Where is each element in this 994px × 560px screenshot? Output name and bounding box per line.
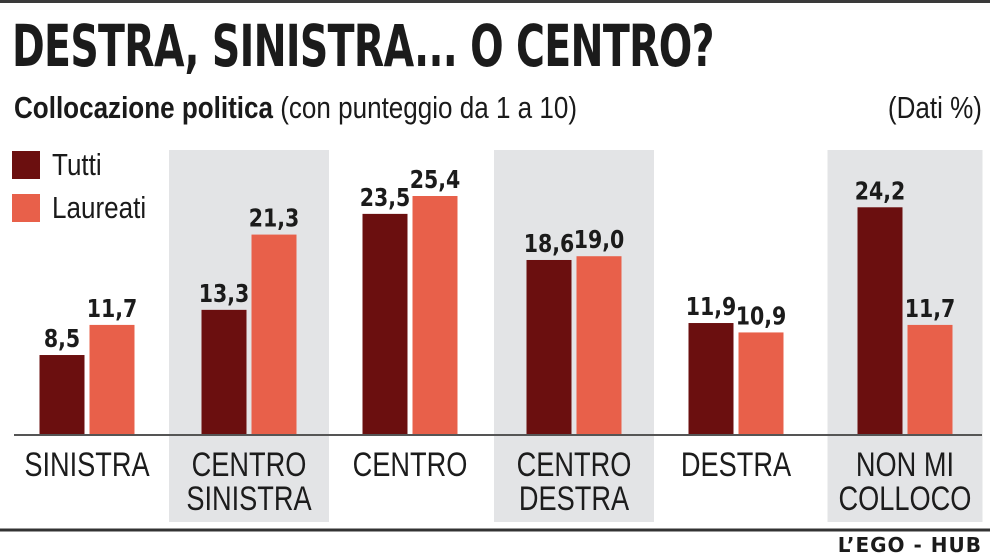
value-label: 13,3 [199, 280, 250, 308]
bar-laureati [89, 324, 135, 435]
value-label: 18,6 [524, 230, 575, 258]
top-rule [0, 0, 990, 3]
value-label: 21,3 [249, 205, 300, 233]
legend-label-laureati: Laureati [52, 190, 147, 225]
category-label: DESTRA [519, 479, 630, 518]
legend-swatch-tutti [12, 151, 40, 179]
bar-laureati [251, 234, 297, 435]
category-label: SINISTRA [24, 445, 150, 484]
category-label: SINISTRA [186, 479, 312, 518]
legend-label-tutti: Tutti [52, 147, 102, 182]
value-label: 24,2 [855, 177, 906, 205]
value-label: 8,5 [44, 325, 80, 353]
legend-item-tutti: Tutti [12, 147, 111, 183]
chart-subtitle: Collocazione politica (con punteggio da … [14, 88, 577, 128]
bar-tutti [688, 323, 734, 435]
category-label: CENTRO [192, 445, 307, 484]
subtitle-rest: (con punteggio da 1 a 10) [272, 90, 578, 125]
value-label: 11,7 [905, 295, 956, 323]
category-label: DESTRA [681, 445, 792, 484]
bar-laureati [738, 332, 784, 435]
bar-laureati [907, 324, 953, 435]
bar-tutti [39, 355, 85, 435]
value-label: 11,7 [87, 295, 138, 323]
bar-tutti [526, 259, 572, 435]
value-label: 19,0 [574, 226, 625, 254]
category-band [827, 150, 983, 522]
source-credit: L’EGO - HUB [837, 533, 982, 557]
category-band [169, 150, 329, 522]
bar-tutti [857, 207, 903, 435]
category-label: NON MI [856, 445, 954, 484]
subtitle-bold: Collocazione politica [14, 90, 273, 125]
bar-tutti [201, 309, 247, 435]
legend-swatch-laureati [12, 194, 40, 222]
bar-tutti [362, 213, 408, 435]
bar-laureati [576, 256, 622, 435]
category-band [494, 150, 654, 522]
units-note: (Dati %) [887, 90, 982, 125]
value-label: 11,9 [686, 293, 737, 321]
legend-item-laureati: Laureati [12, 190, 164, 226]
category-label: CENTRO [517, 445, 632, 484]
value-label: 10,9 [736, 303, 787, 331]
bar-laureati [412, 196, 458, 435]
category-label: CENTRO [353, 445, 468, 484]
chart-title: DESTRA, SINISTRA... O CENTRO? [12, 12, 714, 80]
value-label: 25,4 [410, 166, 461, 194]
category-label: COLLOCO [839, 479, 972, 518]
value-label: 23,5 [360, 184, 411, 212]
